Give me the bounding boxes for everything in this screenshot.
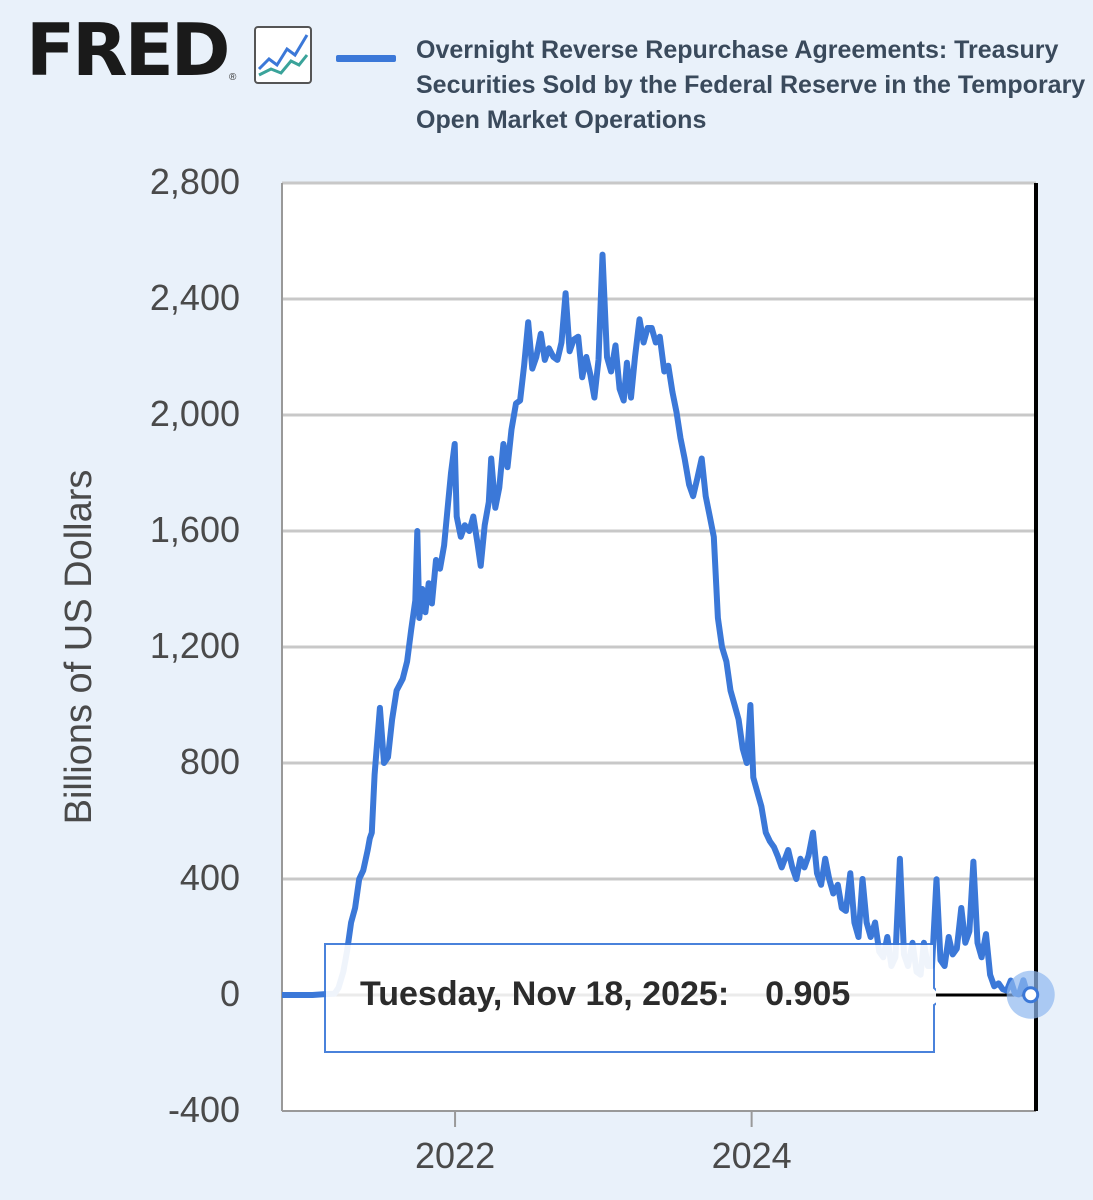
- y-tick-label: 0: [220, 973, 240, 1014]
- tooltip-text: Tuesday, Nov 18, 2025: 0.905: [360, 975, 850, 1014]
- y-axis-title: Billions of US Dollars: [58, 470, 100, 825]
- y-tick-label: 800: [180, 741, 240, 782]
- line-chart-icon[interactable]: [253, 25, 313, 85]
- y-tick-label: 1,200: [150, 625, 240, 666]
- tooltip-box: [324, 943, 936, 1053]
- fred-logo[interactable]: FRED: [26, 8, 231, 92]
- y-tick-label: -400: [168, 1089, 240, 1130]
- x-tick-label: 2024: [712, 1135, 792, 1176]
- hover-marker[interactable]: [1022, 986, 1040, 1004]
- chart-header: FRED ® Overnight Reverse Repurchase Agre…: [0, 0, 1093, 150]
- y-tick-label: 400: [180, 857, 240, 898]
- tooltip-value: 0.905: [765, 975, 851, 1013]
- tooltip-date: Tuesday, Nov 18, 2025:: [360, 975, 730, 1013]
- y-tick-label: 1,600: [150, 509, 240, 550]
- y-tick-label: 2,400: [150, 277, 240, 318]
- legend-series-label: Overnight Reverse Repurchase Agreements:…: [416, 36, 1086, 134]
- y-tick-label: 2,000: [150, 393, 240, 434]
- x-tick-label: 2022: [415, 1135, 495, 1176]
- legend-series-swatch: [336, 55, 396, 62]
- registered-mark: ®: [229, 72, 237, 83]
- y-tick-label: 2,800: [150, 161, 240, 202]
